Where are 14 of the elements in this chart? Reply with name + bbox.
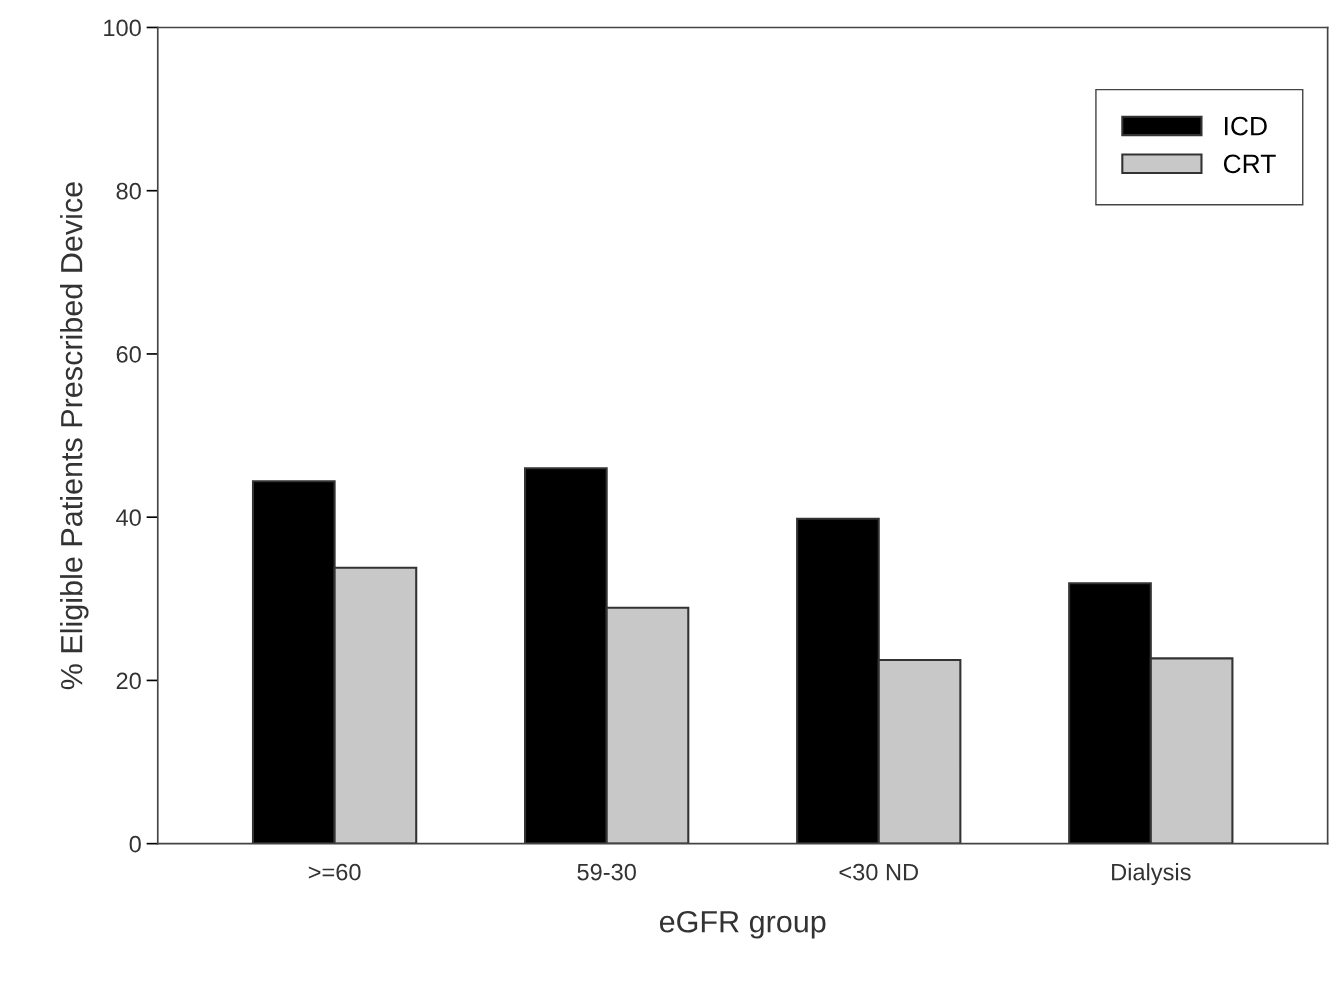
x-axis-title: eGFR group xyxy=(659,910,826,939)
x-tick-label: <30 ND xyxy=(839,863,918,881)
x-tick-label: >=60 xyxy=(308,863,361,881)
y-tick-label: 20 xyxy=(116,672,141,690)
x-tick-label: 59-30 xyxy=(577,863,636,881)
y-tick-label: 100 xyxy=(104,19,141,37)
legend-label: ICD xyxy=(1225,116,1267,136)
y-tick-label: 40 xyxy=(116,509,141,526)
y-tick-label: 80 xyxy=(116,182,141,200)
legend-label: CRT xyxy=(1223,154,1276,174)
x-tick-label: Dialysis xyxy=(1112,863,1191,886)
y-tick-label: 0 xyxy=(129,835,141,853)
y-axis-title: % Eligible Patients Prescribed Device xyxy=(60,182,89,690)
y-tick-label: 60 xyxy=(116,346,141,363)
